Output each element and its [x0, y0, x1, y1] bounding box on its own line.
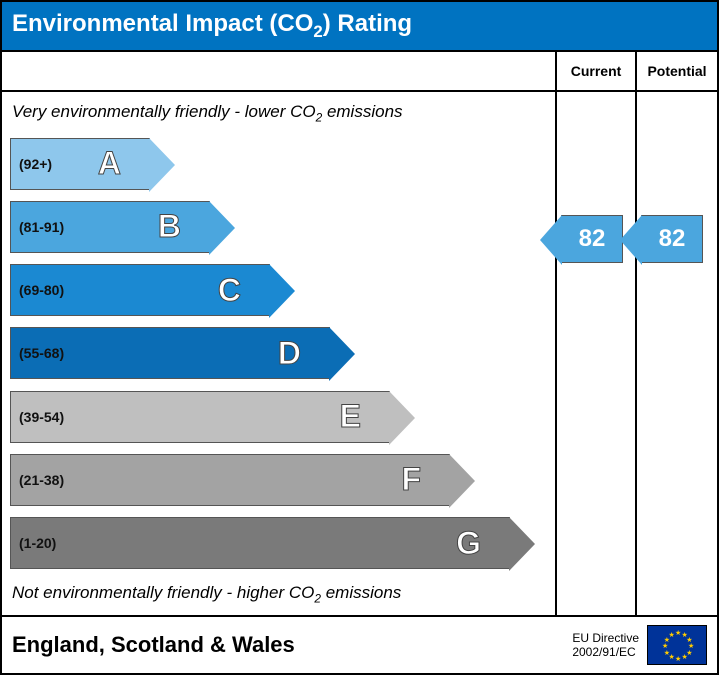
band-letter: G: [456, 525, 481, 562]
eu-star-icon: ★: [669, 631, 675, 639]
band-a: (92+) A: [10, 138, 150, 190]
band-d: (55-68) D: [10, 327, 330, 379]
eu-flag-icon: ★★★★★★★★★★★★: [647, 625, 707, 665]
caption-bottom: Not environmentally friendly - higher CO…: [2, 579, 555, 609]
column-current: 82: [557, 92, 637, 615]
footer-directive-line1: EU Directive: [572, 631, 639, 645]
band-row: (55-68) D: [10, 324, 555, 382]
band-range: (81-91): [19, 219, 64, 235]
band-letter: F: [401, 461, 421, 498]
band-arrow-icon: [509, 517, 535, 571]
footer-directive-line2: 2002/91/EC: [572, 645, 639, 659]
band-f: (21-38) F: [10, 454, 450, 506]
title-text-main: Environmental Impact (CO: [12, 10, 313, 37]
band-b: (81-91) B: [10, 201, 210, 253]
header-spacer: [2, 52, 557, 90]
caption-bottom-post: emissions: [321, 583, 401, 602]
caption-top-post: emissions: [322, 102, 402, 121]
band-letter: B: [158, 208, 181, 245]
footer: England, Scotland & Wales EU Directive 2…: [2, 617, 717, 673]
epc-rating-chart: Environmental Impact (CO2) Rating Curren…: [0, 0, 719, 675]
pointer-current: 82: [561, 215, 623, 263]
band-letter: C: [218, 272, 241, 309]
eu-star-icon: ★: [682, 653, 688, 661]
footer-region: England, Scotland & Wales: [12, 632, 295, 658]
caption-bottom-pre: Not environmentally friendly - higher CO: [12, 583, 314, 602]
column-potential: 82: [637, 92, 717, 615]
chart-area: Very environmentally friendly - lower CO…: [2, 92, 557, 615]
band-c: (69-80) C: [10, 264, 270, 316]
band-arrow-icon: [389, 391, 415, 445]
band-range: (69-80): [19, 282, 64, 298]
band-e: (39-54) E: [10, 391, 390, 443]
caption-top-pre: Very environmentally friendly - lower CO: [12, 102, 316, 121]
band-arrow-icon: [209, 201, 235, 255]
band-letter: E: [340, 398, 361, 435]
footer-directive: EU Directive 2002/91/EC: [572, 631, 639, 660]
bands-container: (92+) A (81-91) B (69-80) C (55-68) D (39-54) E (2…: [2, 128, 555, 578]
caption-top: Very environmentally friendly - lower CO…: [2, 98, 555, 128]
pointer-arrow-icon: [540, 215, 562, 265]
band-g: (1-20) G: [10, 517, 510, 569]
band-row: (1-20) G: [10, 514, 555, 572]
footer-right: EU Directive 2002/91/EC ★★★★★★★★★★★★: [572, 625, 707, 665]
title-text-tail: ) Rating: [323, 10, 412, 37]
band-row: (39-54) E: [10, 388, 555, 446]
band-arrow-icon: [449, 454, 475, 508]
band-row: (92+) A: [10, 135, 555, 193]
title-bar: Environmental Impact (CO2) Rating: [2, 2, 717, 52]
caption-bottom-sub: 2: [314, 591, 321, 605]
band-range: (92+): [19, 156, 52, 172]
band-letter: D: [278, 335, 301, 372]
header-row: Current Potential: [2, 52, 717, 92]
band-row: (69-80) C: [10, 261, 555, 319]
band-letter: A: [98, 145, 121, 182]
header-current: Current: [557, 52, 637, 90]
band-arrow-icon: [149, 138, 175, 192]
title-text-sub: 2: [313, 22, 322, 41]
band-range: (21-38): [19, 472, 64, 488]
header-potential: Potential: [637, 52, 717, 90]
body-row: Very environmentally friendly - lower CO…: [2, 92, 717, 617]
eu-star-icon: ★: [675, 629, 681, 637]
band-range: (55-68): [19, 345, 64, 361]
pointer-potential: 82: [641, 215, 703, 263]
band-range: (1-20): [19, 535, 56, 551]
band-arrow-icon: [329, 327, 355, 381]
band-range: (39-54): [19, 409, 64, 425]
band-arrow-icon: [269, 264, 295, 318]
pointer-arrow-icon: [620, 215, 642, 265]
band-row: (81-91) B: [10, 198, 555, 256]
eu-star-icon: ★: [675, 655, 681, 663]
band-row: (21-38) F: [10, 451, 555, 509]
